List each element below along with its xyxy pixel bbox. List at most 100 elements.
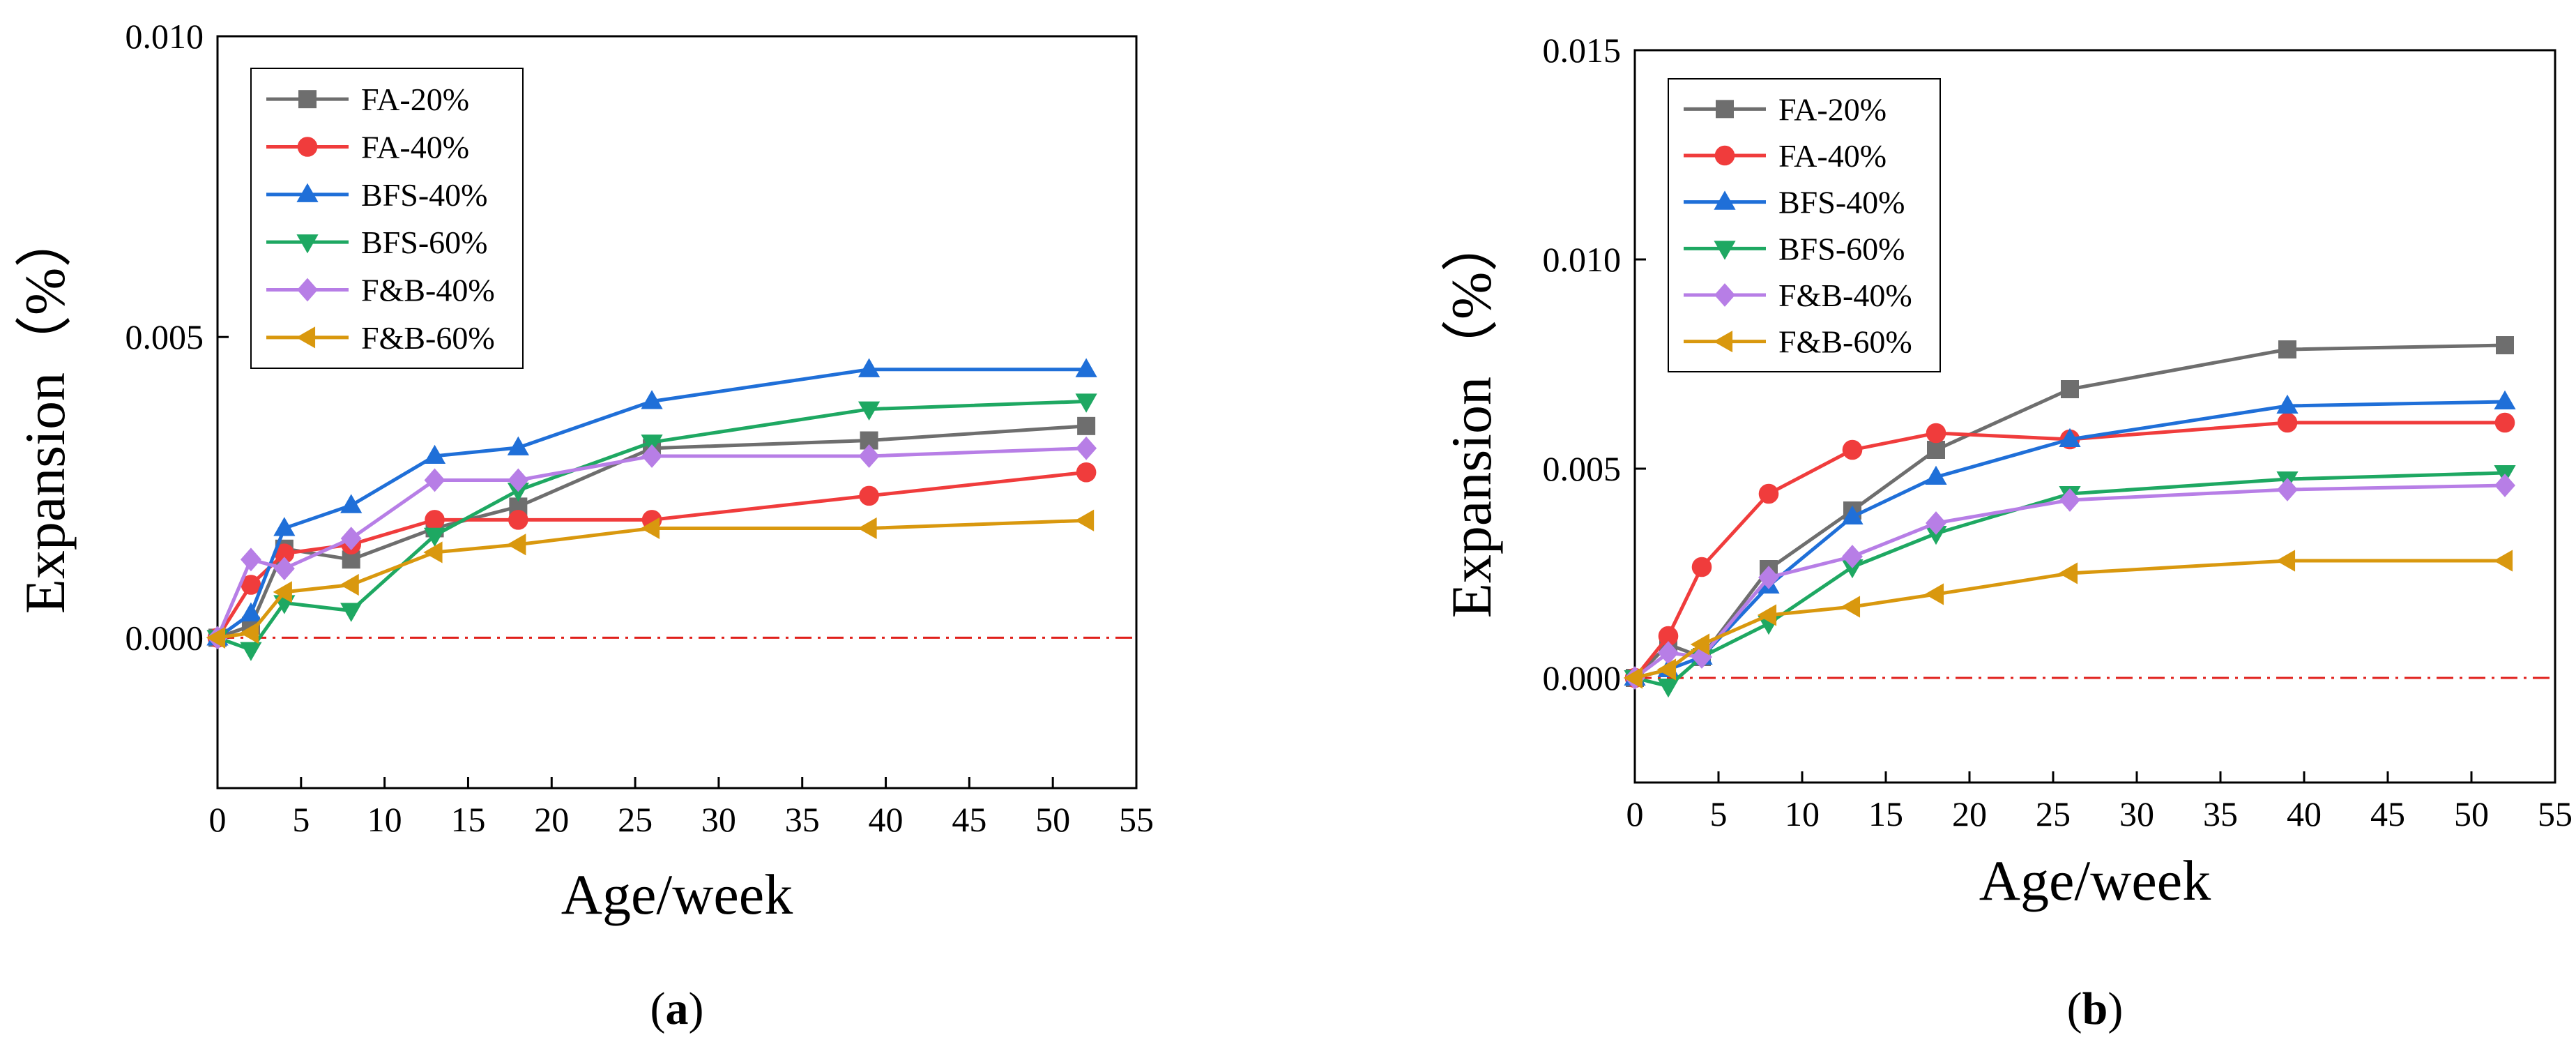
- x-tick-label: 55: [1119, 800, 1154, 839]
- legend-marker-fandb-40pct: [297, 278, 318, 302]
- data-point-fa-40pct: [1658, 626, 1679, 647]
- x-tick-label: 5: [1710, 794, 1728, 833]
- data-point-fa-20pct: [2061, 380, 2079, 398]
- data-point-fandb-60pct: [1840, 596, 1861, 618]
- data-point-fandb-60pct: [2493, 550, 2513, 572]
- data-point-fandb-60pct: [239, 621, 259, 644]
- x-tick-label: 15: [1868, 794, 1903, 833]
- x-tick-label: 25: [2036, 794, 2071, 833]
- data-point-fandb-40pct: [508, 468, 529, 492]
- data-point-fa-40pct: [1842, 439, 1863, 460]
- x-tick-label: 30: [701, 800, 736, 839]
- x-tick-label: 50: [1035, 800, 1070, 839]
- x-tick-label: 5: [292, 800, 310, 839]
- data-point-fa-20pct: [1077, 416, 1096, 435]
- x-tick-label: 0: [209, 800, 227, 839]
- data-point-bfs-40pct: [641, 390, 663, 409]
- data-point-fandb-60pct: [273, 581, 292, 603]
- legend-marker-bfs-60pct: [1714, 241, 1736, 260]
- series-fandb-40pct: [207, 436, 1097, 650]
- data-point-bfs-40pct: [2059, 428, 2081, 448]
- x-tick-label: 40: [2287, 794, 2322, 833]
- data-point-bfs-60pct: [1657, 678, 1679, 698]
- data-point-fa-40pct: [508, 510, 528, 530]
- series-fandb-60pct: [206, 509, 1095, 649]
- data-point-fa-20pct: [2496, 336, 2514, 354]
- plot-frame: [216, 35, 1138, 789]
- legend-marker-fa-40pct: [297, 137, 318, 157]
- x-tick-label: 15: [450, 800, 485, 839]
- data-point-bfs-40pct: [858, 358, 881, 377]
- data-point-fandb-60pct: [206, 626, 226, 649]
- data-point-fandb-40pct: [240, 547, 261, 572]
- legend-label-fandb-60pct: F&B-60%: [361, 320, 495, 356]
- panel-caption: (b): [2067, 983, 2124, 1034]
- data-point-fa-40pct: [274, 543, 295, 564]
- chart-b: 0 5 10 15 20 25 30 35 40 45 50 55 0.000 0.005 0.010 0.0…: [1440, 31, 2573, 1034]
- data-point-bfs-60pct: [858, 401, 881, 421]
- data-point-fandb-40pct: [2494, 474, 2515, 497]
- series-fa-40pct: [1624, 412, 2515, 688]
- data-point-fandb-60pct: [1623, 667, 1643, 689]
- legend-marker-fa-20pct: [1716, 100, 1734, 119]
- data-point-bfs-40pct: [507, 436, 529, 455]
- data-point-bfs-40pct: [423, 444, 446, 464]
- panel-caption: (a): [650, 983, 704, 1034]
- x-tick-label: 40: [869, 800, 904, 839]
- legend-label-fa-40pct: FA-40%: [1778, 138, 1887, 174]
- legend-label-fa-40pct: FA-40%: [361, 130, 469, 165]
- y-axis-title: Expansion（%）: [1440, 215, 1503, 618]
- data-point-fa-40pct: [2494, 412, 2515, 433]
- series-bfs-40pct: [1624, 390, 2516, 686]
- data-point-bfs-60pct: [240, 642, 262, 661]
- x-tick-label: 30: [2119, 794, 2154, 833]
- x-tick-label: 35: [785, 800, 820, 839]
- data-point-fa-40pct: [1926, 423, 1946, 444]
- data-point-fandb-60pct: [2058, 562, 2078, 584]
- data-point-bfs-60pct: [507, 483, 529, 502]
- data-point-fandb-60pct: [1924, 583, 1944, 605]
- data-point-fa-40pct: [425, 510, 445, 530]
- data-point-fandb-60pct: [423, 541, 443, 564]
- data-point-bfs-40pct: [340, 494, 363, 513]
- data-point-fa-40pct: [2277, 412, 2298, 433]
- chart-panel-a: 0 5 10 15 20 25 30 35 40 45 50 55 0.000 0.005 0.010 FA-…: [13, 17, 1154, 1034]
- data-point-fandb-60pct: [1074, 509, 1095, 531]
- data-point-fandb-60pct: [1690, 633, 1710, 656]
- data-point-fa-40pct: [1691, 557, 1712, 577]
- chart-panel-b: 0 5 10 15 20 25 30 35 40 45 50 55 0.000 0.005 0.010 0.0…: [1290, 0, 2576, 1058]
- y-tick-label: 0.015: [1543, 31, 1622, 70]
- legend-marker-fandb-60pct: [1713, 331, 1733, 353]
- legend-label-fandb-60pct: F&B-60%: [1778, 324, 1912, 360]
- x-tick-label: 55: [2538, 794, 2573, 833]
- y-tick-label: 0.000: [1543, 658, 1622, 697]
- legend-label-bfs-40pct: BFS-40%: [361, 177, 487, 213]
- data-point-fa-20pct: [1927, 441, 1945, 459]
- legend-label-bfs-60pct: BFS-60%: [1778, 231, 1905, 266]
- y-tick-label: 0.000: [125, 618, 204, 657]
- legend-marker-bfs-40pct: [1714, 190, 1736, 210]
- legend-label-fandb-40pct: F&B-40%: [1778, 278, 1912, 313]
- y-tick-label: 0.005: [125, 317, 204, 356]
- data-point-fa-40pct: [1076, 462, 1097, 483]
- data-point-fandb-60pct: [507, 534, 526, 556]
- x-tick-label: 45: [952, 800, 986, 839]
- legend-marker-bfs-40pct: [296, 183, 319, 202]
- data-point-bfs-60pct: [1841, 559, 1864, 579]
- data-point-bfs-60pct: [340, 603, 363, 622]
- legend: FA-20% FA-40% BFS-40% BFS-60% F&B-40% F&B-60%: [1668, 78, 1941, 372]
- legend-marker-bfs-60pct: [296, 234, 319, 254]
- legend-label-bfs-40pct: BFS-40%: [1778, 185, 1905, 220]
- x-tick-label: 50: [2454, 794, 2489, 833]
- x-tick-label: 20: [534, 800, 569, 839]
- y-tick-label: 0.010: [1543, 240, 1622, 279]
- y-axis-title: Expansion（%）: [13, 211, 77, 614]
- legend: FA-20% FA-40% BFS-40% BFS-60% F&B-40% F&B-60%: [250, 68, 524, 369]
- legend-marker-fa-20pct: [298, 90, 317, 109]
- data-point-fa-40pct: [241, 575, 261, 595]
- legend-label-fa-20pct: FA-20%: [361, 82, 469, 117]
- data-point-bfs-40pct: [2276, 394, 2299, 414]
- legend-label-fa-20pct: FA-20%: [1778, 91, 1887, 127]
- legend-marker-fa-40pct: [1714, 145, 1735, 166]
- data-point-fandb-60pct: [858, 517, 877, 540]
